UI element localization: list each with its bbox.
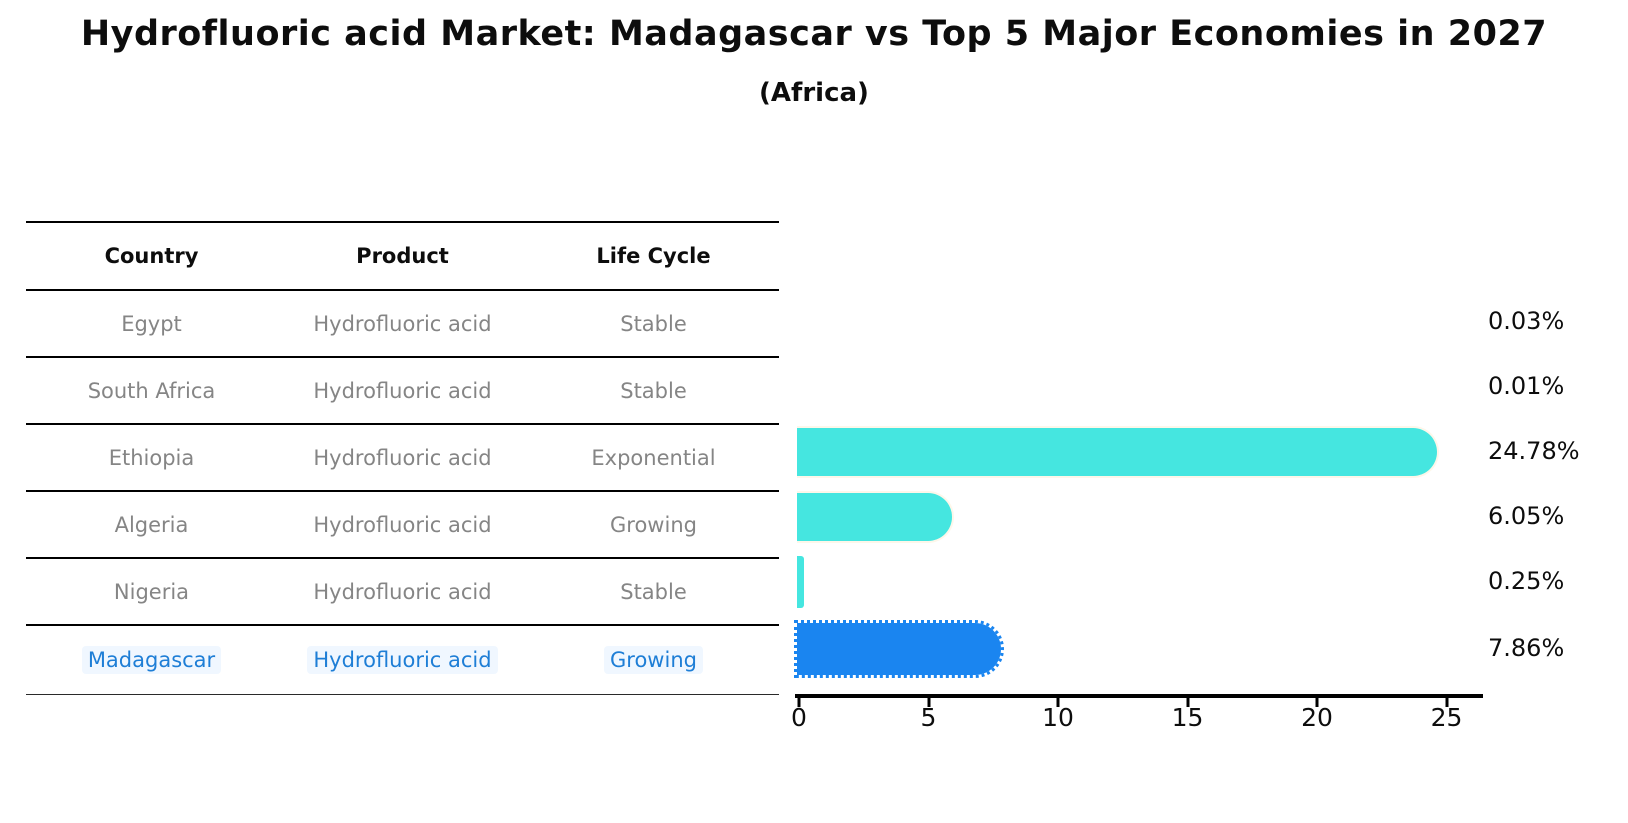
cell-life-cycle: Stable [620, 579, 687, 604]
value-label-madagascar: 7.86% [1488, 634, 1565, 662]
bar-ethiopia [797, 425, 1439, 478]
value-label-south-africa: 0.01% [1488, 372, 1565, 400]
table-row-nigeria: Nigeria Hydrofluoric acid Stable [26, 559, 779, 626]
x-axis-tick-label: 25 [1430, 703, 1463, 732]
x-axis-tick [1056, 697, 1060, 707]
cell-product: Hydrofluoric acid [313, 579, 492, 604]
table-row-algeria: Algeria Hydrofluoric acid Growing [26, 492, 779, 559]
cell-life-cycle: Stable [620, 311, 687, 336]
bar-nigeria [797, 555, 804, 608]
bar-madagascar [794, 619, 1004, 678]
x-axis-tick-label: 0 [791, 703, 807, 732]
value-label-nigeria: 0.25% [1488, 567, 1565, 595]
column-header-life-cycle: Life Cycle [596, 244, 711, 268]
cell-product: Hydrofluoric acid [313, 378, 492, 403]
table-row-egypt: Egypt Hydrofluoric acid Stable [26, 291, 779, 358]
column-header-product: Product [356, 244, 449, 268]
value-label-algeria: 6.05% [1488, 502, 1565, 530]
cell-life-cycle: Growing [528, 646, 779, 674]
column-header-country: Country [104, 244, 199, 268]
x-axis-tick [927, 697, 930, 707]
x-axis-tick-label: 15 [1171, 703, 1204, 732]
x-axis-tick [1445, 697, 1448, 707]
cell-product: Hydrofluoric acid [313, 512, 492, 537]
table-row-ethiopia: Ethiopia Hydrofluoric acid Exponential [26, 425, 779, 492]
cell-product: Hydrofluoric acid [313, 311, 492, 336]
x-axis-line [795, 694, 1483, 698]
chart-title: Hydrofluoric acid Market: Madagascar vs … [80, 14, 1548, 54]
chart-subtitle: (Africa) [759, 78, 869, 108]
x-axis-tick [1186, 697, 1189, 707]
value-label-egypt: 0.03% [1488, 307, 1565, 335]
cell-product: Hydrofluoric acid [313, 445, 492, 470]
x-axis-tick [797, 697, 801, 707]
table-row-south-africa: South Africa Hydrofluoric acid Stable [26, 358, 779, 425]
cell-product: Hydrofluoric acid [277, 646, 528, 674]
cell-country: South Africa [87, 378, 216, 403]
x-axis-tick [1315, 697, 1319, 707]
x-axis-tick-label: 20 [1301, 703, 1333, 732]
cell-country: Egypt [121, 311, 182, 336]
table-header-row: Country Product Life Cycle [26, 223, 779, 291]
country-table: Country Product Life Cycle Egypt Hydrofl… [26, 221, 779, 695]
cell-country: Algeria [114, 512, 189, 537]
cell-country: Nigeria [113, 579, 190, 604]
x-axis-tick-label: 5 [920, 703, 937, 732]
bar-algeria [797, 490, 954, 543]
x-axis-tick-label: 10 [1042, 703, 1074, 732]
cell-country: Ethiopia [108, 445, 195, 470]
value-label-ethiopia: 24.78% [1488, 437, 1580, 465]
cell-life-cycle: Growing [610, 512, 697, 537]
cell-country: Madagascar [26, 646, 277, 674]
table-row-madagascar: Madagascar Hydrofluoric acid Growing [26, 626, 779, 695]
cell-life-cycle: Stable [620, 378, 687, 403]
cell-life-cycle: Exponential [591, 445, 716, 470]
